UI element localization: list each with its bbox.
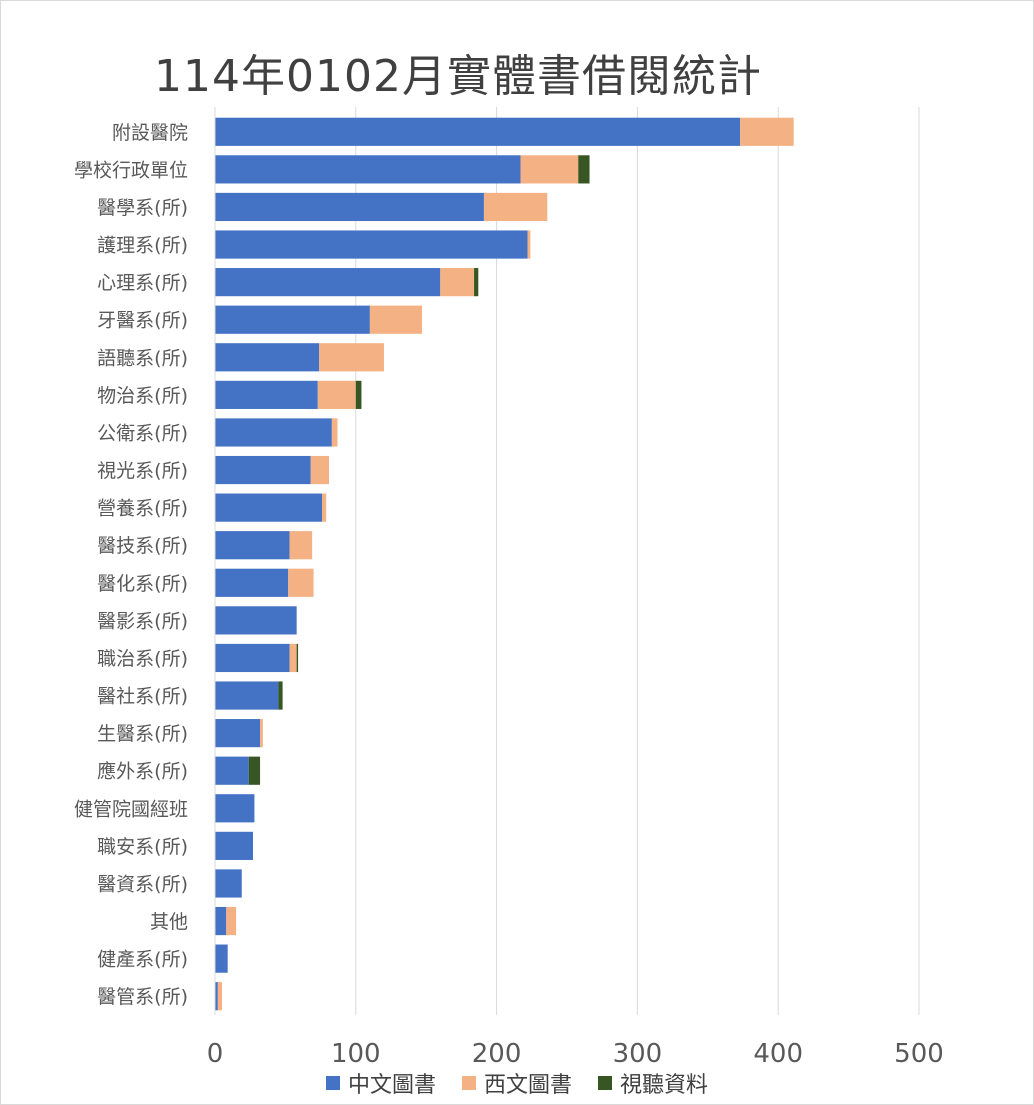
bar-segment: [215, 343, 320, 372]
bar-segment: [288, 568, 314, 597]
category-label: 護理系(所): [97, 235, 188, 257]
category-label: 學校行政單位: [74, 159, 188, 181]
category-label: 醫影系(所): [97, 610, 188, 632]
bar-segment: [296, 643, 299, 673]
x-tick-label: 100: [331, 1039, 381, 1069]
bar-segment: [215, 493, 323, 522]
legend-item: 中文圖書: [325, 1067, 436, 1099]
bar-segment: [215, 869, 242, 898]
category-label: 職安系(所): [97, 836, 188, 858]
legend-label: 視聽資料: [620, 1073, 709, 1098]
bar-segment: [217, 982, 223, 1011]
category-label: 牙醫系(所): [97, 310, 188, 332]
legend-item: 西文圖書: [461, 1067, 572, 1099]
category-label: 醫化系(所): [97, 573, 188, 595]
bar-segment: [215, 192, 484, 222]
bar-segment: [215, 455, 311, 485]
bar-segment: [248, 756, 261, 785]
bar-segment: [317, 380, 356, 409]
category-label: 附設醫院: [112, 122, 188, 144]
bar-segment: [226, 906, 237, 936]
category-label: 物治系(所): [97, 385, 188, 407]
bar-segment: [215, 531, 290, 560]
bar-segment: [215, 117, 741, 146]
legend-label: 中文圖書: [347, 1073, 436, 1098]
x-tick-label: 300: [613, 1039, 663, 1069]
bar-segment: [215, 268, 441, 297]
bar-segment: [355, 380, 362, 409]
category-label: 醫技系(所): [97, 535, 188, 557]
category-label: 心理系(所): [97, 272, 188, 294]
bar-segment: [215, 643, 290, 673]
legend-label: 西文圖書: [483, 1073, 572, 1098]
bar-segment: [310, 455, 330, 485]
bar-segment: [215, 756, 249, 785]
category-label: 醫學系(所): [97, 197, 188, 219]
category-label: 生醫系(所): [97, 723, 188, 745]
bar-segment: [440, 268, 475, 297]
chart-legend: 中文圖書 西文圖書 視聽資料: [0, 1067, 1034, 1099]
bar-segment: [289, 643, 297, 673]
bar-segment: [527, 230, 531, 259]
bar-segment: [520, 155, 579, 184]
bar-segment: [215, 230, 528, 259]
bar-segment: [474, 268, 479, 297]
x-tick-label: 200: [472, 1039, 522, 1069]
category-label: 視光系(所): [97, 460, 188, 482]
bar-segment: [319, 343, 384, 372]
bar-segment: [215, 719, 261, 748]
category-label: 公衛系(所): [97, 422, 188, 444]
bar-segment: [215, 982, 218, 1011]
bar-segment: [331, 418, 338, 447]
bar-segment: [215, 794, 255, 823]
category-label: 醫社系(所): [97, 686, 188, 708]
bar-segment: [278, 681, 283, 710]
category-label: 應外系(所): [97, 760, 188, 783]
chart-title: 114年0102月實體書借閱統計: [154, 51, 762, 102]
bar-segment: [215, 944, 228, 973]
x-tick-label: 0: [207, 1039, 224, 1069]
bar-segment: [578, 155, 590, 184]
category-label: 醫管系(所): [97, 986, 188, 1008]
x-tick-label: 400: [753, 1039, 803, 1069]
category-label: 健產系(所): [97, 949, 188, 971]
bar-segment: [215, 305, 370, 334]
bar-segment: [289, 531, 313, 560]
category-label: 語聽系(所): [97, 347, 188, 369]
bar-segment: [483, 192, 548, 222]
bar-segment: [215, 418, 332, 447]
bar-segment: [740, 117, 794, 146]
category-label: 健管院國經班: [74, 798, 188, 820]
bar-segment: [215, 380, 318, 409]
legend-swatch: [325, 1076, 340, 1090]
bar-segment: [215, 606, 297, 635]
bar-segment: [215, 906, 227, 936]
category-label: 職治系(所): [97, 648, 188, 670]
category-label: 醫資系(所): [97, 873, 188, 895]
category-label: 營養系(所): [97, 498, 188, 520]
legend-swatch: [598, 1076, 612, 1090]
bar-segment: [215, 155, 521, 184]
legend-item: 視聽資料: [598, 1067, 708, 1099]
bar-segment: [215, 831, 254, 860]
bar-segment: [260, 719, 263, 748]
bar-segment: [369, 305, 422, 334]
bar-segment: [215, 568, 289, 597]
bar-segment: [322, 493, 327, 522]
x-tick-label: 500: [894, 1039, 944, 1069]
bar-segment: [215, 681, 279, 710]
legend-swatch: [461, 1076, 476, 1090]
category-label: 其他: [150, 911, 188, 933]
